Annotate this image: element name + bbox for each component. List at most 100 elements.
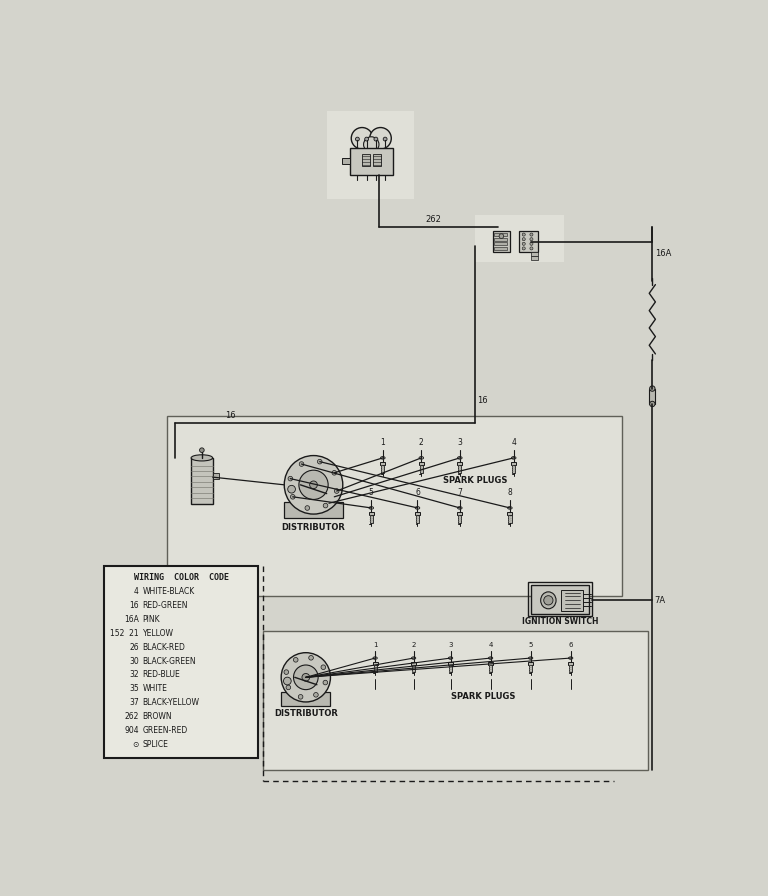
Text: 16A: 16A: [124, 615, 139, 624]
Circle shape: [281, 652, 330, 702]
Ellipse shape: [412, 657, 415, 659]
Ellipse shape: [373, 657, 377, 659]
Ellipse shape: [419, 457, 424, 459]
Circle shape: [305, 505, 310, 511]
Text: 16: 16: [129, 601, 139, 610]
Bar: [511, 461, 516, 465]
Text: WHITE: WHITE: [143, 685, 167, 694]
Text: ⊙: ⊙: [132, 740, 139, 749]
Bar: [381, 465, 385, 473]
Bar: [508, 515, 511, 523]
Bar: [104, 565, 258, 758]
Bar: [349, 148, 392, 175]
Text: 262: 262: [124, 712, 139, 721]
Text: DISTRIBUTOR: DISTRIBUTOR: [282, 523, 346, 532]
Text: GREEN-RED: GREEN-RED: [143, 726, 188, 735]
Ellipse shape: [191, 455, 213, 461]
Circle shape: [288, 486, 296, 493]
Text: WIRING  COLOR  CODE: WIRING COLOR CODE: [134, 573, 229, 582]
Bar: [369, 515, 373, 523]
Ellipse shape: [511, 457, 516, 459]
Circle shape: [522, 233, 525, 237]
Circle shape: [300, 461, 304, 466]
Circle shape: [284, 455, 343, 514]
Bar: [281, 692, 330, 706]
Circle shape: [317, 460, 322, 464]
Bar: [213, 473, 219, 479]
Text: 37: 37: [129, 698, 139, 707]
Circle shape: [284, 670, 289, 675]
Bar: [327, 110, 414, 199]
Circle shape: [530, 237, 533, 241]
Circle shape: [650, 401, 655, 407]
Bar: [372, 154, 380, 166]
Circle shape: [298, 694, 303, 699]
Ellipse shape: [415, 506, 420, 509]
Bar: [191, 458, 213, 504]
Bar: [458, 465, 462, 473]
Circle shape: [351, 127, 372, 149]
Circle shape: [286, 685, 290, 690]
Circle shape: [323, 680, 328, 685]
Bar: [493, 231, 510, 253]
Bar: [369, 512, 374, 515]
Ellipse shape: [568, 657, 573, 659]
Bar: [488, 662, 493, 665]
Bar: [448, 662, 453, 665]
Text: 3: 3: [449, 642, 453, 648]
Circle shape: [369, 127, 391, 149]
Bar: [419, 465, 423, 473]
Bar: [495, 233, 507, 237]
Text: PINK: PINK: [143, 615, 161, 624]
Text: 3: 3: [458, 438, 462, 447]
Bar: [495, 242, 507, 246]
Bar: [512, 465, 515, 473]
Text: BROWN: BROWN: [143, 712, 172, 721]
Text: YELLOW: YELLOW: [143, 629, 174, 638]
Bar: [475, 215, 564, 262]
Text: 2: 2: [412, 642, 415, 648]
Bar: [411, 662, 416, 665]
Text: 1: 1: [380, 438, 386, 447]
Bar: [531, 253, 538, 256]
Bar: [412, 665, 415, 672]
Bar: [373, 665, 376, 672]
Bar: [458, 515, 462, 523]
Text: 16: 16: [478, 396, 488, 405]
Text: RED-BLUE: RED-BLUE: [143, 670, 180, 679]
Circle shape: [522, 247, 525, 250]
Text: SPARK PLUGS: SPARK PLUGS: [451, 692, 515, 701]
Circle shape: [299, 470, 328, 499]
Circle shape: [334, 488, 339, 494]
Text: DISTRIBUTOR: DISTRIBUTOR: [274, 709, 338, 718]
Text: 8: 8: [508, 488, 512, 497]
Text: 7A: 7A: [654, 596, 666, 605]
Ellipse shape: [380, 457, 385, 459]
Bar: [415, 512, 420, 515]
Bar: [569, 665, 572, 672]
Bar: [167, 416, 621, 597]
Bar: [457, 461, 462, 465]
Bar: [529, 665, 532, 672]
Circle shape: [293, 658, 298, 662]
Text: 152  21: 152 21: [110, 629, 139, 638]
Text: SPLICE: SPLICE: [143, 740, 168, 749]
Ellipse shape: [528, 657, 533, 659]
Text: WHITE-BLACK: WHITE-BLACK: [143, 587, 195, 596]
Circle shape: [544, 596, 553, 605]
Text: 6: 6: [415, 488, 420, 497]
Text: IGNITION SWITCH: IGNITION SWITCH: [521, 617, 598, 626]
Bar: [342, 158, 349, 164]
Bar: [263, 631, 648, 770]
Circle shape: [499, 234, 504, 238]
Ellipse shape: [369, 506, 373, 509]
Text: 26: 26: [129, 642, 139, 651]
Text: 262: 262: [425, 215, 441, 224]
Circle shape: [313, 693, 318, 697]
Circle shape: [356, 137, 359, 141]
Circle shape: [530, 233, 533, 237]
Circle shape: [650, 386, 655, 392]
Circle shape: [293, 665, 318, 690]
Bar: [495, 247, 507, 250]
Text: 5: 5: [528, 642, 533, 648]
